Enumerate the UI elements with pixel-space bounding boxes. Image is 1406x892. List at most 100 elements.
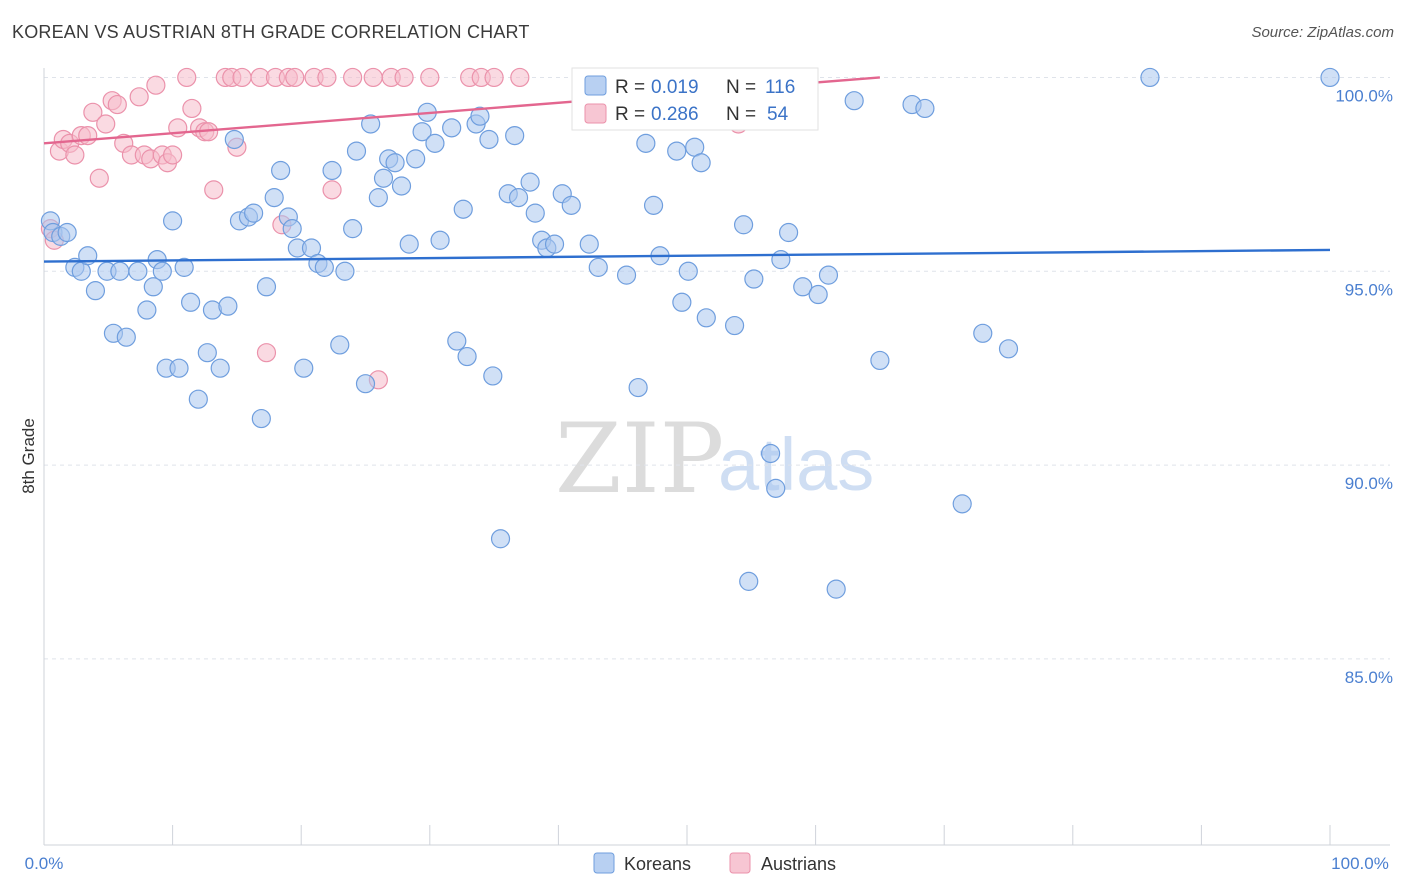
austrian-point — [510, 67, 530, 88]
korean-point — [678, 261, 698, 281]
austrian-point — [484, 67, 504, 88]
austrian-point — [420, 67, 440, 88]
korean-point — [544, 234, 565, 254]
korean-point — [1140, 67, 1160, 88]
koreans-r-label: R = — [615, 77, 645, 98]
koreans-r-value: 0.019 — [651, 77, 699, 98]
korean-point — [256, 277, 277, 297]
koreans-n-label: N = — [726, 77, 756, 98]
austrian-point — [182, 98, 202, 119]
korean-point — [343, 219, 363, 239]
korean-point — [218, 296, 238, 316]
austrian-point — [177, 67, 197, 88]
korean-point — [520, 172, 540, 192]
austrian-point — [89, 168, 109, 188]
korean-point — [561, 195, 581, 215]
korean-point — [973, 323, 993, 343]
austrian-point — [65, 145, 85, 165]
austrian-point — [107, 94, 127, 115]
legend-austrians-swatch[interactable] — [729, 852, 751, 874]
korean-point — [314, 257, 334, 277]
korean-point — [152, 261, 172, 281]
korean-point — [322, 160, 342, 181]
korean-point — [330, 335, 350, 355]
korean-point — [479, 129, 499, 150]
x-tick-label-max: 100.0% — [1331, 854, 1389, 873]
korean-point — [373, 168, 394, 188]
korean-point — [628, 377, 648, 398]
y-tick-label: 100.0% — [1335, 86, 1393, 105]
austrians-r-label: R = — [615, 104, 645, 125]
austrian-point — [129, 87, 149, 107]
x-tick-label-min: 0.0% — [25, 854, 64, 873]
korean-point — [85, 281, 106, 301]
korean-point — [244, 203, 264, 223]
korean-point — [760, 443, 781, 464]
korean-point — [691, 153, 711, 173]
korean-point — [346, 141, 367, 161]
korean-point — [143, 277, 163, 297]
korean-point — [385, 153, 405, 173]
austrian-point — [146, 75, 166, 95]
austrian-point — [322, 180, 342, 200]
korean-point — [643, 195, 664, 215]
korean-point — [447, 331, 467, 351]
korean-point — [210, 358, 230, 378]
grid-lines — [44, 76, 1390, 660]
y-axis-title: 8th Grade — [19, 418, 38, 494]
austrian-point — [343, 67, 363, 88]
legend-koreans-swatch[interactable] — [593, 852, 615, 874]
korean-point — [826, 579, 846, 599]
korean-point — [412, 122, 432, 142]
watermark-atlas: atlas — [718, 423, 874, 506]
watermark-zip: ZIP — [555, 403, 724, 515]
korean-point — [588, 257, 608, 277]
korean-point — [251, 408, 271, 429]
korean-point — [425, 133, 445, 153]
koreans-trend-line — [43, 248, 1331, 263]
austrian-point — [285, 67, 305, 88]
korean-point — [915, 98, 935, 119]
korean-point — [442, 118, 462, 138]
koreans-points — [40, 67, 1340, 599]
y-tick-label: 95.0% — [1345, 280, 1393, 299]
korean-point — [391, 176, 412, 196]
legend-koreans-label[interactable]: Koreans — [624, 854, 691, 874]
korean-point — [667, 141, 687, 161]
korean-point — [744, 269, 764, 289]
korean-point — [616, 265, 637, 285]
austrian-point — [96, 114, 116, 134]
korean-point — [525, 203, 545, 223]
korean-point — [490, 529, 511, 549]
koreans-n-value: 116 — [765, 77, 795, 98]
austrian-point — [256, 343, 277, 363]
korean-point — [579, 234, 599, 254]
korean-point — [483, 366, 503, 386]
korean-point — [696, 308, 716, 328]
austrians-stat-swatch — [584, 103, 607, 124]
korean-point — [399, 234, 419, 254]
korean-point — [739, 571, 759, 591]
austrians-n-label: N = — [726, 104, 756, 125]
korean-point — [672, 292, 692, 312]
korean-point — [844, 91, 864, 111]
austrian-point — [204, 180, 224, 200]
austrian-point — [83, 102, 103, 122]
korean-point — [188, 389, 208, 409]
korean-point — [335, 261, 355, 281]
koreans-stat-swatch — [584, 75, 607, 96]
korean-point — [294, 358, 314, 378]
korean-point — [128, 261, 148, 281]
austrians-n-value: 54 — [767, 104, 789, 125]
korean-point — [430, 230, 450, 250]
y-tick-label: 90.0% — [1345, 474, 1393, 493]
korean-point — [116, 327, 136, 347]
korean-point — [457, 346, 477, 367]
y-tick-label: 85.0% — [1345, 668, 1393, 687]
korean-point — [508, 188, 529, 208]
korean-point — [505, 125, 525, 146]
legend-austrians-label[interactable]: Austrians — [761, 854, 836, 874]
korean-point — [771, 250, 791, 270]
legend: Koreans Austrians — [593, 852, 836, 874]
